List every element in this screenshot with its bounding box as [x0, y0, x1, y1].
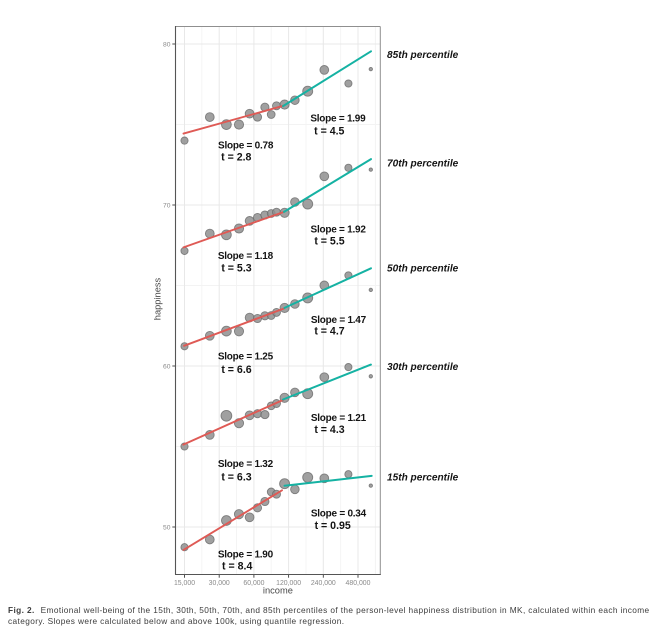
svg-text:category. Slopes were calculat: category. Slopes were calculated below a… — [8, 616, 344, 626]
svg-text:480,000: 480,000 — [346, 580, 371, 587]
svg-text:Slope = 1.47: Slope = 1.47 — [311, 315, 367, 326]
svg-text:70: 70 — [163, 202, 171, 209]
svg-text:120,000: 120,000 — [276, 580, 301, 587]
svg-text:t = 4.7: t = 4.7 — [314, 326, 344, 338]
svg-text:Slope = 1.92: Slope = 1.92 — [311, 225, 367, 236]
svg-text:80: 80 — [163, 41, 171, 48]
svg-text:Slope = 1.18: Slope = 1.18 — [218, 251, 274, 262]
svg-text:t = 4.3: t = 4.3 — [314, 424, 344, 436]
svg-text:85th percentile: 85th percentile — [387, 50, 459, 61]
svg-text:Slope = 1.99: Slope = 1.99 — [310, 114, 366, 125]
svg-text:t = 4.5: t = 4.5 — [314, 125, 344, 137]
svg-text:Slope = 1.32: Slope = 1.32 — [218, 459, 274, 470]
svg-text:50: 50 — [163, 524, 171, 531]
svg-text:Slope = 1.25: Slope = 1.25 — [218, 352, 274, 363]
svg-text:30th percentile: 30th percentile — [387, 362, 459, 373]
svg-text:Fig. 2.Emotional well-being of: Fig. 2. Emotional well-being of the 15th,… — [8, 605, 650, 615]
svg-text:60,000: 60,000 — [243, 580, 264, 587]
svg-text:30,000: 30,000 — [209, 580, 230, 587]
svg-text:60: 60 — [163, 363, 171, 370]
svg-text:t = 2.8: t = 2.8 — [221, 151, 251, 163]
svg-text:15th percentile: 15th percentile — [387, 473, 459, 484]
svg-text:t = 6.6: t = 6.6 — [221, 364, 251, 376]
svg-text:50th percentile: 50th percentile — [387, 264, 459, 275]
svg-text:Slope = 1.90: Slope = 1.90 — [218, 549, 274, 560]
svg-text:240,000: 240,000 — [311, 580, 336, 587]
svg-text:t = 5.5: t = 5.5 — [314, 236, 344, 248]
svg-text:15,000: 15,000 — [174, 580, 195, 587]
svg-text:happiness: happiness — [153, 277, 163, 320]
svg-text:t = 6.3: t = 6.3 — [221, 471, 251, 483]
svg-text:t = 0.95: t = 0.95 — [315, 520, 351, 532]
svg-text:Slope = 0.78: Slope = 0.78 — [218, 140, 274, 151]
svg-text:Slope = 0.34: Slope = 0.34 — [311, 509, 367, 520]
svg-text:t = 5.3: t = 5.3 — [221, 263, 251, 275]
svg-text:Slope = 1.21: Slope = 1.21 — [311, 413, 367, 424]
svg-text:income: income — [263, 586, 293, 596]
svg-text:70th percentile: 70th percentile — [387, 159, 459, 170]
svg-text:t = 8.4: t = 8.4 — [222, 561, 252, 573]
